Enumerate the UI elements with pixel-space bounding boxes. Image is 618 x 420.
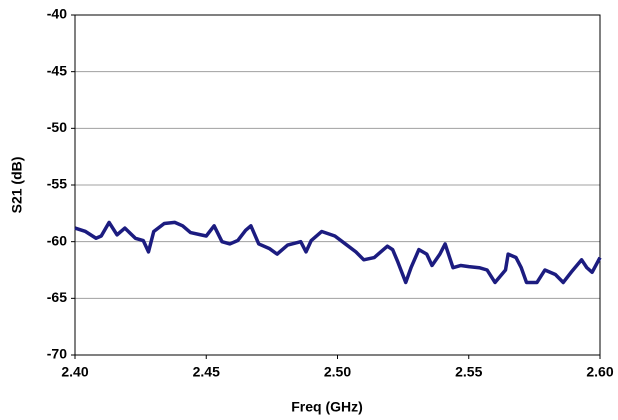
plot-frame — [74, 14, 601, 356]
x-tick-label: 2.55 — [455, 364, 482, 380]
x-axis-label: Freq (GHz) — [291, 399, 363, 415]
x-tick-label: 2.50 — [324, 364, 351, 380]
data-line — [74, 220, 602, 285]
y-tick-label: -50 — [47, 119, 67, 135]
x-tick-label: 2.40 — [61, 364, 88, 380]
y-tick-label: -65 — [47, 289, 67, 305]
y-tick-label: -45 — [47, 62, 67, 78]
y-tick-label: -55 — [47, 176, 67, 192]
y-tick-label: -60 — [47, 232, 67, 248]
y-tick-label: -40 — [47, 6, 67, 22]
y-axis-label: S21 (dB) — [9, 157, 25, 214]
x-tick-label: 2.60 — [586, 364, 613, 380]
x-tick-label: 2.45 — [193, 364, 220, 380]
y-tick-label: -70 — [47, 346, 67, 362]
